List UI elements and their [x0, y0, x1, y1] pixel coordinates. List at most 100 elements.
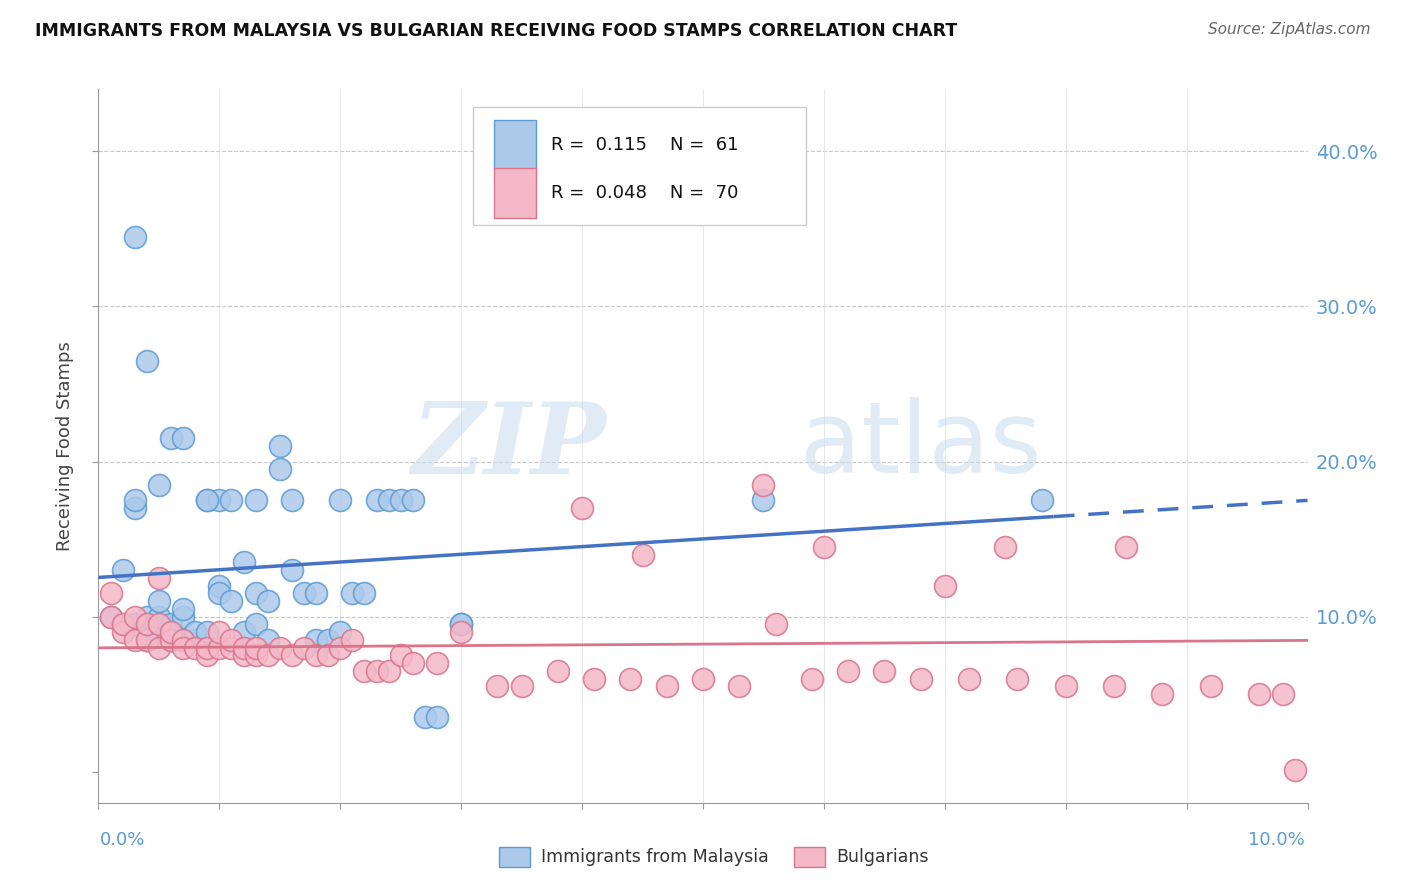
Text: Immigrants from Malaysia: Immigrants from Malaysia [541, 848, 769, 866]
Point [342, 632, 364, 647]
Point [111, 563, 134, 577]
Point [547, 664, 569, 678]
Point [281, 563, 304, 577]
Point [329, 640, 352, 655]
Point [256, 648, 278, 663]
Point [124, 632, 146, 647]
Point [1054, 680, 1077, 694]
Point [245, 640, 267, 655]
Point [752, 493, 775, 508]
Text: R =  0.048    N =  70: R = 0.048 N = 70 [551, 184, 738, 202]
Point [124, 229, 146, 244]
Point [450, 617, 472, 632]
Point [256, 594, 278, 608]
Point [994, 540, 1017, 554]
Point [232, 640, 254, 655]
Point [655, 680, 678, 694]
Point [124, 493, 146, 508]
Point [413, 710, 436, 724]
Point [148, 571, 170, 585]
Point [426, 656, 449, 670]
Point [160, 625, 183, 640]
Text: ZIP: ZIP [412, 398, 606, 494]
Point [160, 617, 183, 632]
Point [195, 493, 218, 508]
Point [208, 579, 231, 593]
Point [111, 625, 134, 640]
Point [1249, 687, 1271, 701]
Point [221, 594, 243, 608]
Point [389, 493, 412, 508]
Point [256, 632, 278, 647]
Point [172, 602, 194, 616]
Point [269, 640, 291, 655]
Point [269, 462, 291, 476]
Point [510, 680, 533, 694]
Point [160, 632, 183, 647]
Text: Source: ZipAtlas.com: Source: ZipAtlas.com [1208, 22, 1371, 37]
FancyBboxPatch shape [494, 120, 536, 169]
Point [135, 632, 157, 647]
Point [402, 656, 425, 670]
Point [353, 664, 375, 678]
Point [100, 609, 122, 624]
Point [752, 477, 775, 491]
Point [486, 680, 509, 694]
Point [305, 648, 328, 663]
Point [813, 540, 835, 554]
Point [160, 625, 183, 640]
Point [148, 477, 170, 491]
Point [765, 617, 787, 632]
Point [800, 672, 823, 686]
Point [1031, 493, 1053, 508]
Point [195, 640, 218, 655]
Point [1115, 540, 1137, 554]
Point [172, 431, 194, 445]
Point [184, 640, 207, 655]
Point [232, 625, 254, 640]
Point [571, 501, 593, 516]
Point [292, 640, 315, 655]
Point [148, 640, 170, 655]
Point [353, 586, 375, 600]
Point [305, 632, 328, 647]
Text: atlas: atlas [800, 398, 1042, 494]
Point [316, 632, 339, 647]
Point [208, 625, 231, 640]
Point [329, 625, 352, 640]
Point [135, 617, 157, 632]
Point [426, 710, 449, 724]
Point [329, 493, 352, 508]
Point [172, 640, 194, 655]
Point [377, 493, 399, 508]
Point [124, 617, 146, 632]
Point [111, 617, 134, 632]
Point [389, 648, 412, 663]
Point [160, 431, 183, 445]
Point [366, 493, 388, 508]
Point [1102, 680, 1125, 694]
Point [1152, 687, 1174, 701]
Point [172, 632, 194, 647]
Point [232, 555, 254, 569]
Point [692, 672, 714, 686]
Text: Bulgarians: Bulgarians [837, 848, 929, 866]
Text: R =  0.115    N =  61: R = 0.115 N = 61 [551, 136, 738, 153]
Point [873, 664, 896, 678]
Point [208, 493, 231, 508]
Point [232, 648, 254, 663]
Point [402, 493, 425, 508]
Point [135, 617, 157, 632]
Point [281, 648, 304, 663]
Point [583, 672, 606, 686]
Point [124, 501, 146, 516]
Point [148, 609, 170, 624]
Point [208, 640, 231, 655]
Point [910, 672, 932, 686]
Point [184, 625, 207, 640]
Point [245, 493, 267, 508]
Point [124, 609, 146, 624]
Point [135, 609, 157, 624]
Point [100, 586, 122, 600]
Point [135, 353, 157, 368]
